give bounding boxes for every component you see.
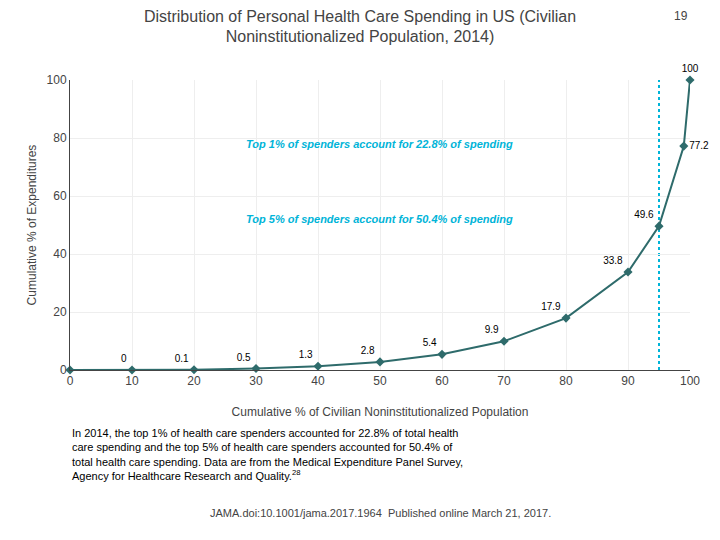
svg-text:17.9: 17.9 — [541, 301, 561, 312]
svg-text:10: 10 — [125, 374, 139, 388]
svg-text:40: 40 — [311, 374, 325, 388]
svg-text:100: 100 — [47, 73, 67, 87]
svg-text:33.8: 33.8 — [603, 255, 623, 266]
svg-text:19: 19 — [674, 9, 688, 23]
svg-text:0: 0 — [60, 363, 67, 377]
svg-text:Cumulative % of Civilian Nonin: Cumulative % of Civilian Noninstitutiona… — [232, 405, 529, 419]
svg-text:0: 0 — [67, 374, 74, 388]
svg-text:40: 40 — [53, 247, 67, 261]
svg-text:Top 5% of spenders account for: Top 5% of spenders account for 50.4% of … — [246, 213, 513, 225]
svg-text:77.2: 77.2 — [689, 140, 709, 151]
svg-text:1.3: 1.3 — [299, 349, 313, 360]
svg-text:50: 50 — [373, 374, 387, 388]
svg-text:70: 70 — [497, 374, 511, 388]
svg-text:49.6: 49.6 — [634, 209, 654, 220]
svg-text:60: 60 — [435, 374, 449, 388]
svg-text:Top 1% of spenders account for: Top 1% of spenders account for 22.8% of … — [246, 138, 513, 150]
svg-text:9.9: 9.9 — [485, 324, 499, 335]
svg-text:0: 0 — [121, 353, 127, 364]
svg-text:0.5: 0.5 — [237, 352, 251, 363]
svg-text:Cumulative % of Expenditures: Cumulative % of Expenditures — [25, 145, 39, 306]
svg-text:In 2014, the top 1% of health: In 2014, the top 1% of health care spend… — [72, 427, 463, 482]
svg-text:80: 80 — [53, 131, 67, 145]
svg-text:0.1: 0.1 — [175, 353, 189, 364]
svg-text:20: 20 — [53, 305, 67, 319]
svg-text:100: 100 — [680, 374, 700, 388]
svg-text:Distribution of Personal Healt: Distribution of Personal Health Care Spe… — [144, 8, 576, 46]
svg-text:80: 80 — [559, 374, 573, 388]
svg-text:5.4: 5.4 — [423, 337, 437, 348]
svg-text:20: 20 — [187, 374, 201, 388]
svg-text:90: 90 — [621, 374, 635, 388]
svg-text:JAMA.doi:10.1001/jama.2017.196: JAMA.doi:10.1001/jama.2017.1964 Publishe… — [210, 507, 551, 519]
svg-text:30: 30 — [249, 374, 263, 388]
svg-text:60: 60 — [53, 189, 67, 203]
svg-text:2.8: 2.8 — [361, 345, 375, 356]
svg-text:100: 100 — [682, 63, 699, 74]
